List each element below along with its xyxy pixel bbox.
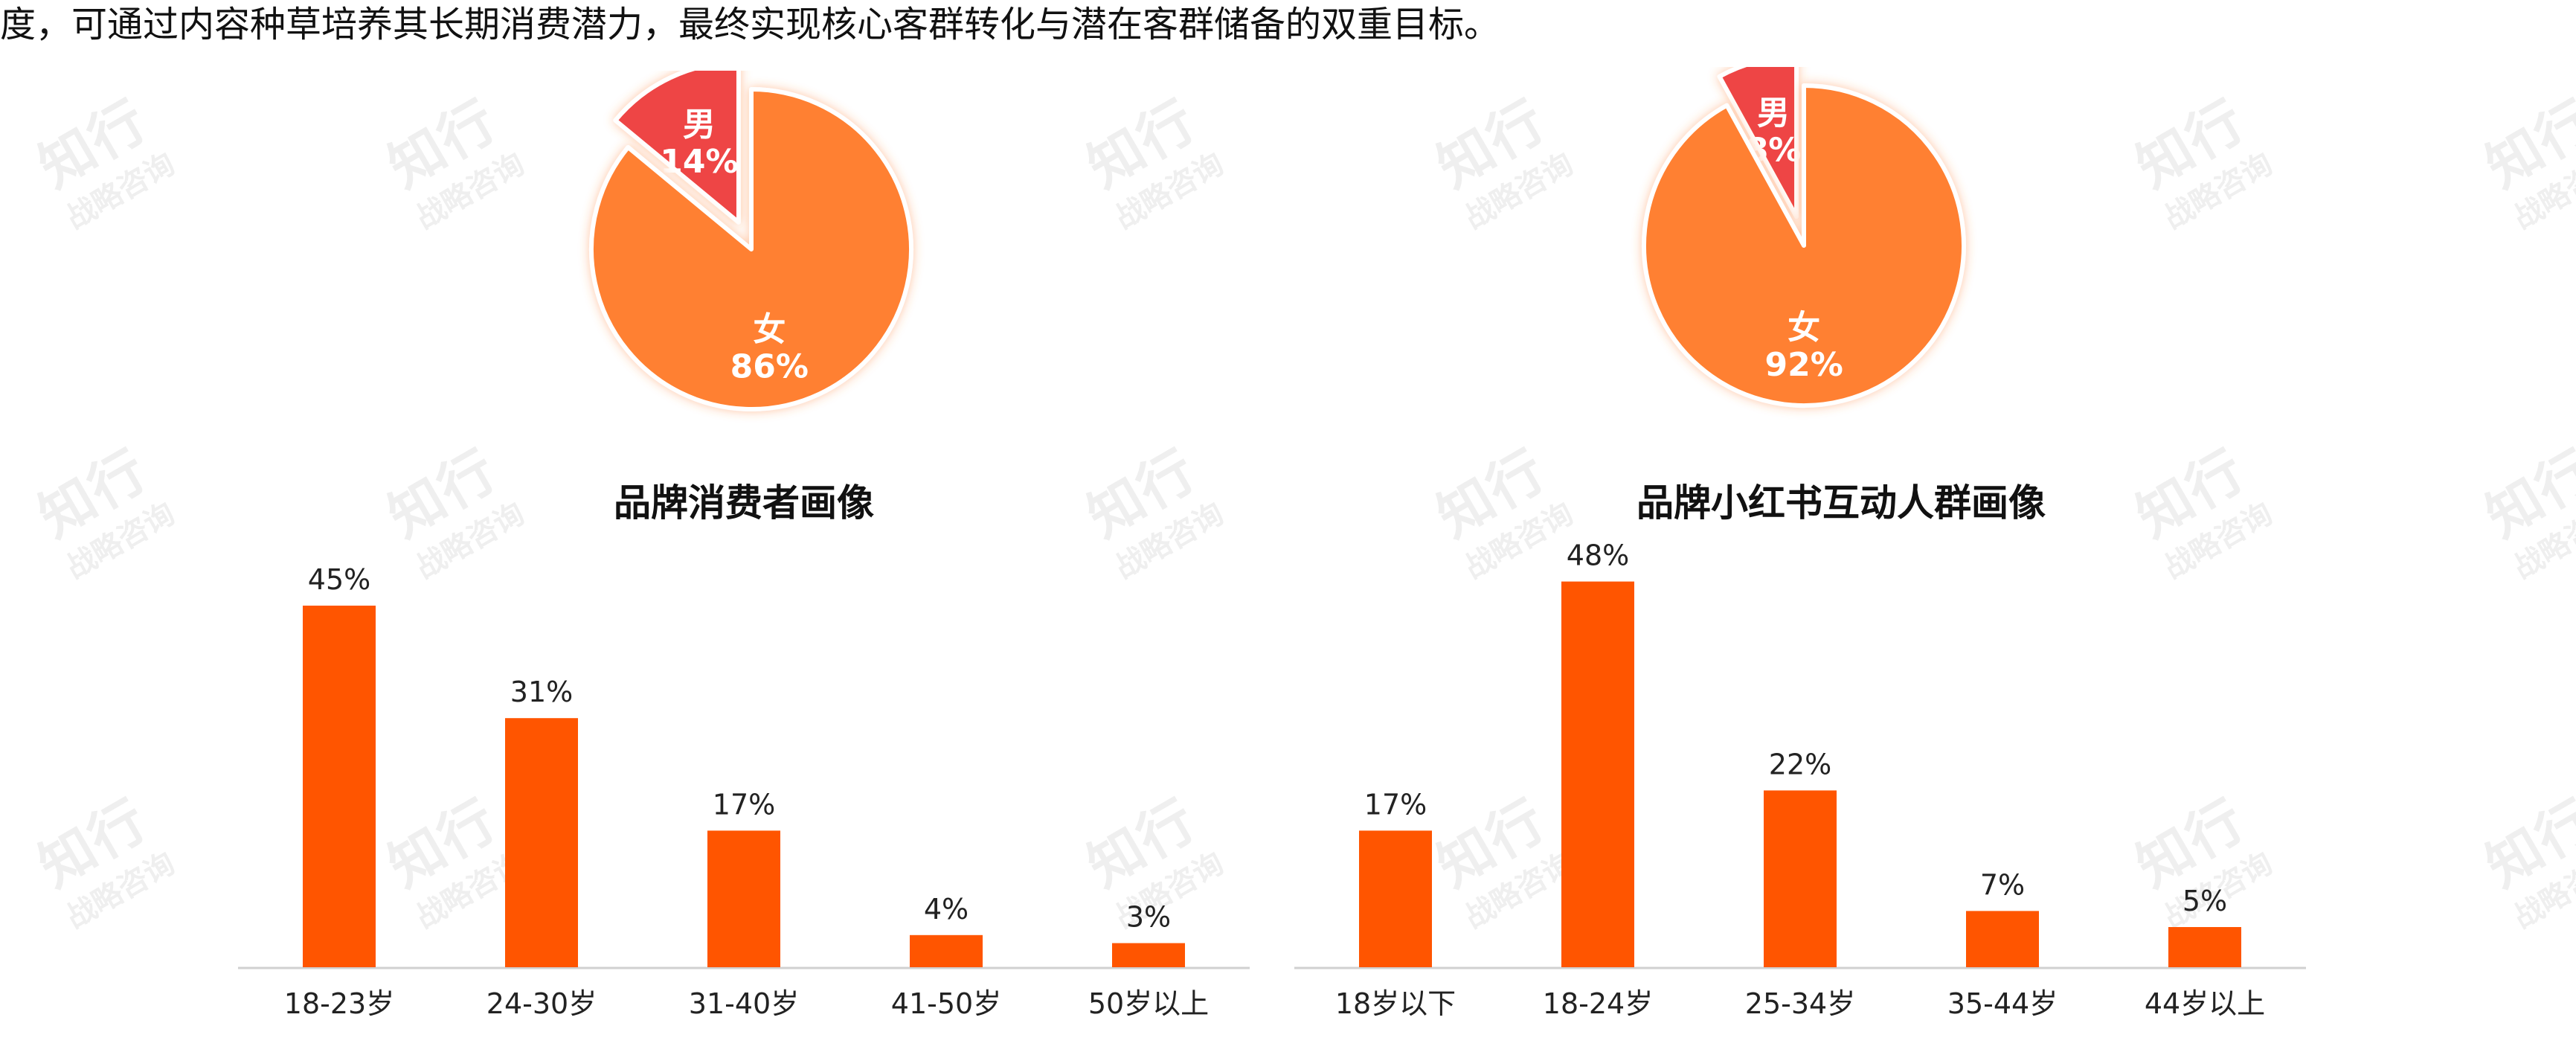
watermark-line1: 知行 <box>1427 88 1557 201</box>
bar-value-label: 17% <box>713 788 775 821</box>
bar <box>1112 943 1185 967</box>
pie2-slice-label: 女 <box>1788 309 1820 347</box>
category-tick-label: 18岁以下 <box>1335 987 1456 1020</box>
watermark-line2: 战略咨询 <box>2508 147 2576 237</box>
intro-text: 度，可通过内容种草培养其长期消费潜力，最终实现核心客群转化与潜在客群储备的双重目… <box>0 4 1500 45</box>
bar <box>303 606 376 967</box>
watermark-line2: 战略咨询 <box>1109 147 1230 237</box>
bar-value-label: 31% <box>510 676 573 708</box>
watermark: 知行 战略咨询 <box>2100 72 2326 293</box>
bar <box>1764 790 1837 967</box>
bar-value-label: 22% <box>1769 748 1831 780</box>
watermark-line1: 知行 <box>2476 88 2576 201</box>
bar-value-label: 4% <box>924 893 969 926</box>
watermark-line1: 知行 <box>1077 88 1207 201</box>
category-tick-label: 18-23岁 <box>284 987 394 1020</box>
category-tick-label: 50岁以上 <box>1088 987 1209 1020</box>
bar-value-label: 48% <box>1567 543 1629 572</box>
bar <box>1359 830 1432 967</box>
pie1-slice-value: 86% <box>730 348 809 386</box>
category-tick-label: 25-34岁 <box>1745 987 1855 1020</box>
category-tick-label: 31-40岁 <box>689 987 799 1020</box>
age-bar-chart-consumers: 45% 18-23岁 31% 24-30岁 17% 31-40岁 4% 41-50岁 3% 50岁… <box>238 563 1250 1020</box>
watermark: 知行 战略咨询 <box>2450 72 2576 293</box>
category-tick-label: 41-50岁 <box>891 987 1001 1020</box>
bar <box>505 718 578 967</box>
watermark-line1: 知行 <box>28 88 158 201</box>
watermark: 知行 战略咨询 <box>2 72 228 293</box>
bar <box>707 830 780 967</box>
pie2-slice-female <box>1642 83 1966 408</box>
watermark: 知行 战略咨询 <box>1051 72 1277 293</box>
watermark: 知行 战略咨询 <box>2450 772 2576 993</box>
chart-title-xiaohongshu: 品牌小红书互动人群画像 <box>1637 481 2046 525</box>
watermark-line1: 知行 <box>2476 787 2576 900</box>
watermark: 知行 战略咨询 <box>2 422 228 643</box>
category-tick-label: 24-30岁 <box>486 987 597 1020</box>
bar <box>2168 927 2241 967</box>
age-bar-chart-xiaohongshu: 17% 18岁以下 48% 18-24岁 22% 25-34岁 7% 35-44岁 5% 44岁以… <box>1294 543 2306 1020</box>
watermark-line2: 战略咨询 <box>2508 846 2576 936</box>
bar <box>1966 911 2039 967</box>
watermark-line2: 战略咨询 <box>2508 496 2576 586</box>
pie1-slice-label: 女 <box>753 311 786 349</box>
pie1-slice-value: 14% <box>660 143 738 181</box>
pie2-slice-value: 92% <box>1765 346 1843 384</box>
watermark: 知行 战略咨询 <box>1401 72 1627 293</box>
watermark-line2: 战略咨询 <box>410 147 530 237</box>
watermark-line1: 知行 <box>28 437 158 551</box>
watermark: 知行 战略咨询 <box>2 772 228 993</box>
gender-pie-chart-xiaohongshu: 男8%女92% <box>1642 67 1966 408</box>
watermark-line1: 知行 <box>28 787 158 900</box>
watermark-line2: 战略咨询 <box>60 846 181 936</box>
bar-value-label: 17% <box>1364 788 1427 821</box>
bar-value-label: 3% <box>1126 901 1171 934</box>
pie1-slice-label: 男 <box>683 106 716 144</box>
watermark-line2: 战略咨询 <box>60 147 181 237</box>
bar-value-label: 45% <box>308 563 370 596</box>
category-tick-label: 35-44岁 <box>1947 987 2058 1020</box>
bar <box>1561 581 1634 967</box>
watermark-line1: 知行 <box>2476 437 2576 551</box>
watermark-line1: 知行 <box>378 88 508 201</box>
watermark: 知行 战略咨询 <box>352 72 578 293</box>
bar-value-label: 5% <box>2182 885 2227 917</box>
pie2-slice-male <box>1717 67 1799 219</box>
watermark: 知行 战略咨询 <box>2450 422 2576 643</box>
gender-pie-chart-consumers: 男14% 女86% <box>589 71 913 411</box>
chart-title-consumers: 品牌消费者画像 <box>614 481 874 525</box>
watermark-line2: 战略咨询 <box>60 496 181 586</box>
pie2-slice-label: 男 <box>1757 94 1790 132</box>
watermark-line1: 知行 <box>2126 88 2256 201</box>
bar <box>910 934 983 967</box>
pie1-slice-female <box>589 87 913 411</box>
category-tick-label: 18-24岁 <box>1543 987 1653 1020</box>
pie1-slice-male <box>613 71 741 225</box>
watermark-line2: 战略咨询 <box>2158 147 2278 237</box>
category-tick-label: 44岁以上 <box>2145 987 2265 1020</box>
bar-value-label: 7% <box>1980 868 2025 901</box>
watermark-line2: 战略咨询 <box>1459 147 1579 237</box>
